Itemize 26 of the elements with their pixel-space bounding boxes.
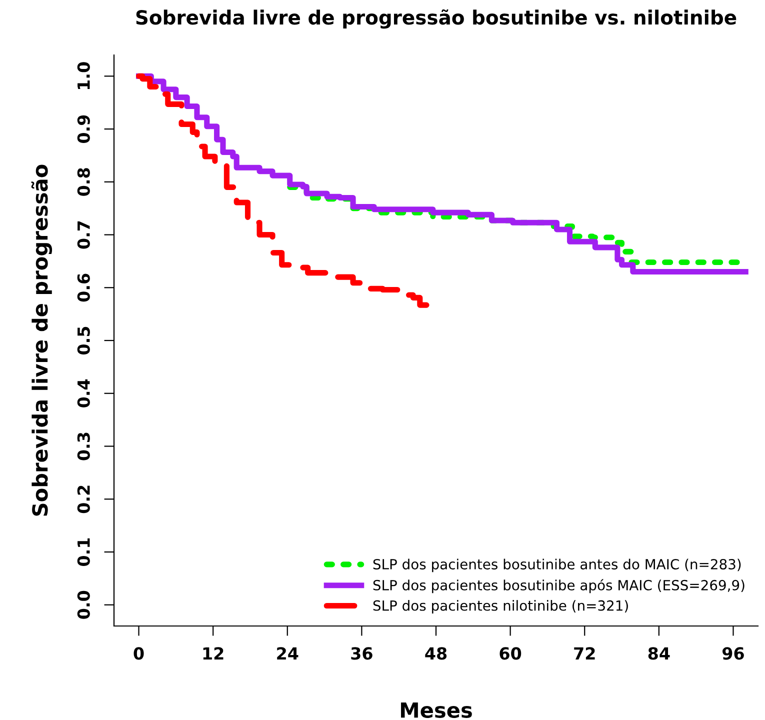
y-tick-label: 0.6	[77, 274, 90, 302]
x-tick-label: 48	[425, 647, 447, 660]
x-tick-label: 84	[648, 647, 670, 660]
y-tick-label: 0.5	[77, 326, 90, 354]
x-tick-label: 36	[351, 647, 372, 660]
y-tick-label: 0.2	[77, 486, 90, 514]
legend-label: SLP dos pacientes bosutinibe antes do MAIC (n=283)	[373, 558, 741, 572]
y-tick-label: 0.1	[77, 538, 90, 566]
y-tick-label: 0.9	[77, 115, 90, 143]
y-tick-label: 0.8	[77, 168, 90, 196]
y-tick-label: 0.0	[77, 590, 90, 619]
x-tick-label: 72	[574, 647, 595, 660]
x-tick-label: 60	[500, 647, 522, 660]
legend-label: SLP dos pacientes bosutinibe após MAIC (ESS=269,9)	[373, 579, 744, 594]
y-tick-label: 0.7	[77, 221, 90, 249]
chart-title: Sobrevida livre de progressão bosutinibe vs. nilotinibe	[136, 9, 736, 29]
x-tick-label: 24	[277, 647, 298, 660]
y-tick-label: 0.4	[77, 379, 90, 408]
y-axis-title: Sobrevida livre de progressão	[31, 164, 52, 516]
x-tick-label: 0	[134, 647, 144, 660]
x-axis-title: Meses	[401, 702, 472, 718]
y-tick-label: 0.3	[77, 432, 90, 460]
x-tick-label: 96	[722, 647, 744, 660]
legend-label: SLP dos pacientes nilotinibe (n=321)	[373, 600, 628, 614]
x-tick-label: 12	[203, 647, 224, 660]
y-tick-label: 1.0	[77, 62, 90, 90]
